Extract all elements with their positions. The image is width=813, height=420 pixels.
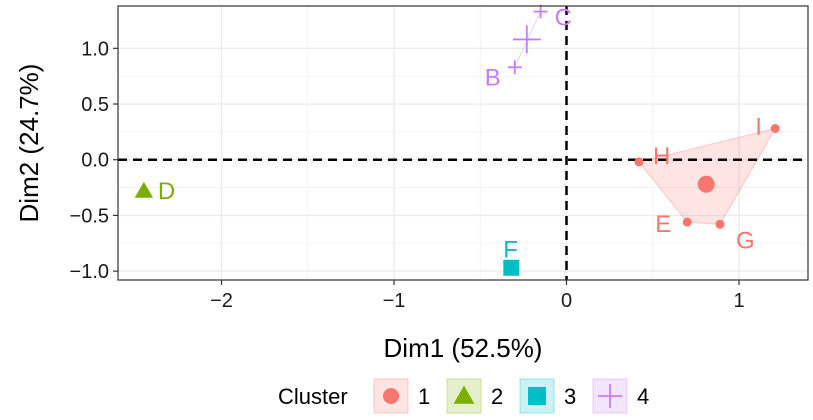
plot-frame — [117, 5, 809, 281]
plot-background — [118, 6, 808, 280]
point-label-G: G — [736, 227, 755, 254]
y-axis-title: Dim2 (24.7%) — [14, 64, 44, 223]
point-E — [682, 217, 692, 227]
panel-border — [117, 5, 809, 281]
plot-panel — [118, 6, 808, 280]
point-D — [134, 181, 154, 198]
point-label-B: B — [485, 64, 501, 91]
point-C — [533, 4, 548, 19]
point-label-H: H — [653, 143, 670, 170]
point-label-I: I — [755, 114, 762, 141]
legend-label-4: 4 — [637, 384, 649, 409]
legend-key-marker — [598, 384, 622, 408]
x-axis: −2 −1 0 1 — [210, 280, 745, 312]
point-label-D: D — [158, 178, 175, 205]
point-B — [507, 60, 522, 75]
point-I — [770, 124, 780, 134]
x-axis-title: Dim1 (52.5%) — [384, 333, 543, 363]
point-G — [715, 219, 725, 229]
legend-key-3 — [519, 378, 555, 414]
data-points — [134, 4, 780, 276]
x-tick-label: −2 — [210, 290, 233, 312]
point-label-C: C — [555, 5, 572, 32]
legend-key-1 — [373, 378, 409, 414]
legend-key-marker — [453, 385, 475, 404]
x-tick-label: −1 — [383, 290, 406, 312]
legend-key-fill — [519, 378, 555, 414]
y-tick-label: 0.5 — [81, 94, 109, 116]
legend: Cluster 1 2 3 4 — [278, 378, 649, 414]
legend-key-marker — [528, 387, 546, 405]
cluster-center-1 — [697, 175, 715, 193]
legend-label-2: 2 — [491, 384, 503, 409]
legend-label-1: 1 — [418, 384, 430, 409]
y-axis: −1.0 −0.5 0.0 0.5 1.0 — [70, 38, 118, 283]
y-tick-label: 0.0 — [81, 150, 109, 172]
y-tick-label: 1.0 — [81, 38, 109, 60]
point-H — [634, 157, 644, 167]
point-label-E: E — [655, 211, 671, 238]
cluster-center-4 — [512, 25, 541, 54]
point-label-F: F — [503, 237, 518, 264]
x-tick-label: 0 — [561, 290, 572, 312]
legend-label-3: 3 — [564, 384, 576, 409]
y-tick-label: −1.0 — [70, 261, 109, 283]
point-F — [503, 259, 520, 276]
x-tick-label: 1 — [733, 290, 744, 312]
legend-key-marker — [383, 388, 399, 404]
reference-lines — [118, 6, 808, 280]
legend-key-4 — [592, 378, 628, 414]
legend-key-2 — [446, 378, 482, 414]
y-tick-label: −0.5 — [70, 205, 109, 227]
point-labels: E G H I D F B C — [158, 5, 762, 264]
legend-title: Cluster — [278, 384, 348, 409]
